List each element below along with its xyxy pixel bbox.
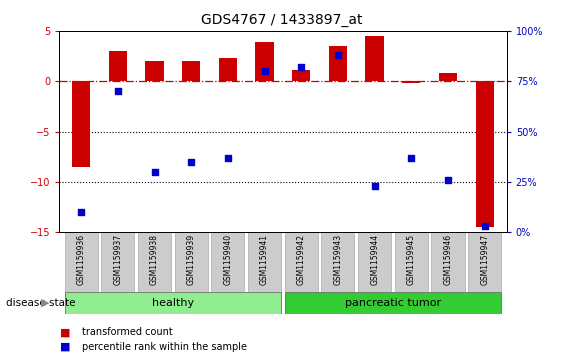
Text: transformed count: transformed count: [82, 327, 172, 337]
Point: [370, 183, 379, 189]
Text: ▶: ▶: [41, 298, 50, 308]
Point: [113, 88, 122, 94]
Point: [77, 209, 86, 215]
Bar: [211, 232, 244, 292]
Bar: [101, 232, 135, 292]
Text: GSM1159943: GSM1159943: [333, 234, 342, 285]
Point: [480, 223, 489, 229]
Text: GSM1159941: GSM1159941: [260, 234, 269, 285]
Point: [150, 169, 159, 175]
Point: [333, 52, 342, 58]
Text: GSM1159940: GSM1159940: [224, 234, 233, 285]
Bar: [439, 73, 457, 81]
Text: pancreatic tumor: pancreatic tumor: [345, 298, 441, 308]
Bar: [182, 61, 200, 81]
Bar: [431, 232, 464, 292]
Bar: [329, 46, 347, 81]
Text: GSM1159947: GSM1159947: [480, 234, 489, 285]
Text: GSM1159939: GSM1159939: [187, 234, 196, 285]
Bar: [321, 232, 355, 292]
Bar: [365, 36, 384, 81]
Bar: [395, 232, 428, 292]
Point: [407, 155, 416, 161]
Bar: [145, 61, 164, 81]
Point: [297, 64, 306, 70]
Text: percentile rank within the sample: percentile rank within the sample: [82, 342, 247, 352]
Bar: [175, 232, 208, 292]
Text: GDS4767 / 1433897_at: GDS4767 / 1433897_at: [201, 13, 362, 27]
Bar: [285, 292, 501, 314]
Text: GSM1159936: GSM1159936: [77, 234, 86, 285]
Text: GSM1159937: GSM1159937: [113, 234, 122, 285]
Bar: [65, 232, 97, 292]
Bar: [138, 232, 171, 292]
Point: [444, 177, 453, 183]
Text: ■: ■: [60, 342, 70, 352]
Text: ■: ■: [60, 327, 70, 337]
Text: GSM1159946: GSM1159946: [444, 234, 453, 285]
Text: disease state: disease state: [6, 298, 75, 308]
Bar: [358, 232, 391, 292]
Point: [224, 155, 233, 161]
Bar: [285, 232, 318, 292]
Text: GSM1159945: GSM1159945: [407, 234, 416, 285]
Bar: [65, 292, 281, 314]
Bar: [256, 42, 274, 81]
Text: GSM1159944: GSM1159944: [370, 234, 379, 285]
Bar: [476, 81, 494, 227]
Bar: [292, 70, 310, 81]
Bar: [248, 232, 281, 292]
Bar: [72, 81, 90, 167]
Text: GSM1159938: GSM1159938: [150, 234, 159, 285]
Bar: [468, 232, 501, 292]
Bar: [402, 81, 421, 83]
Point: [187, 159, 196, 165]
Point: [260, 68, 269, 74]
Text: GSM1159942: GSM1159942: [297, 234, 306, 285]
Bar: [109, 51, 127, 81]
Text: healthy: healthy: [152, 298, 194, 308]
Bar: [218, 58, 237, 81]
